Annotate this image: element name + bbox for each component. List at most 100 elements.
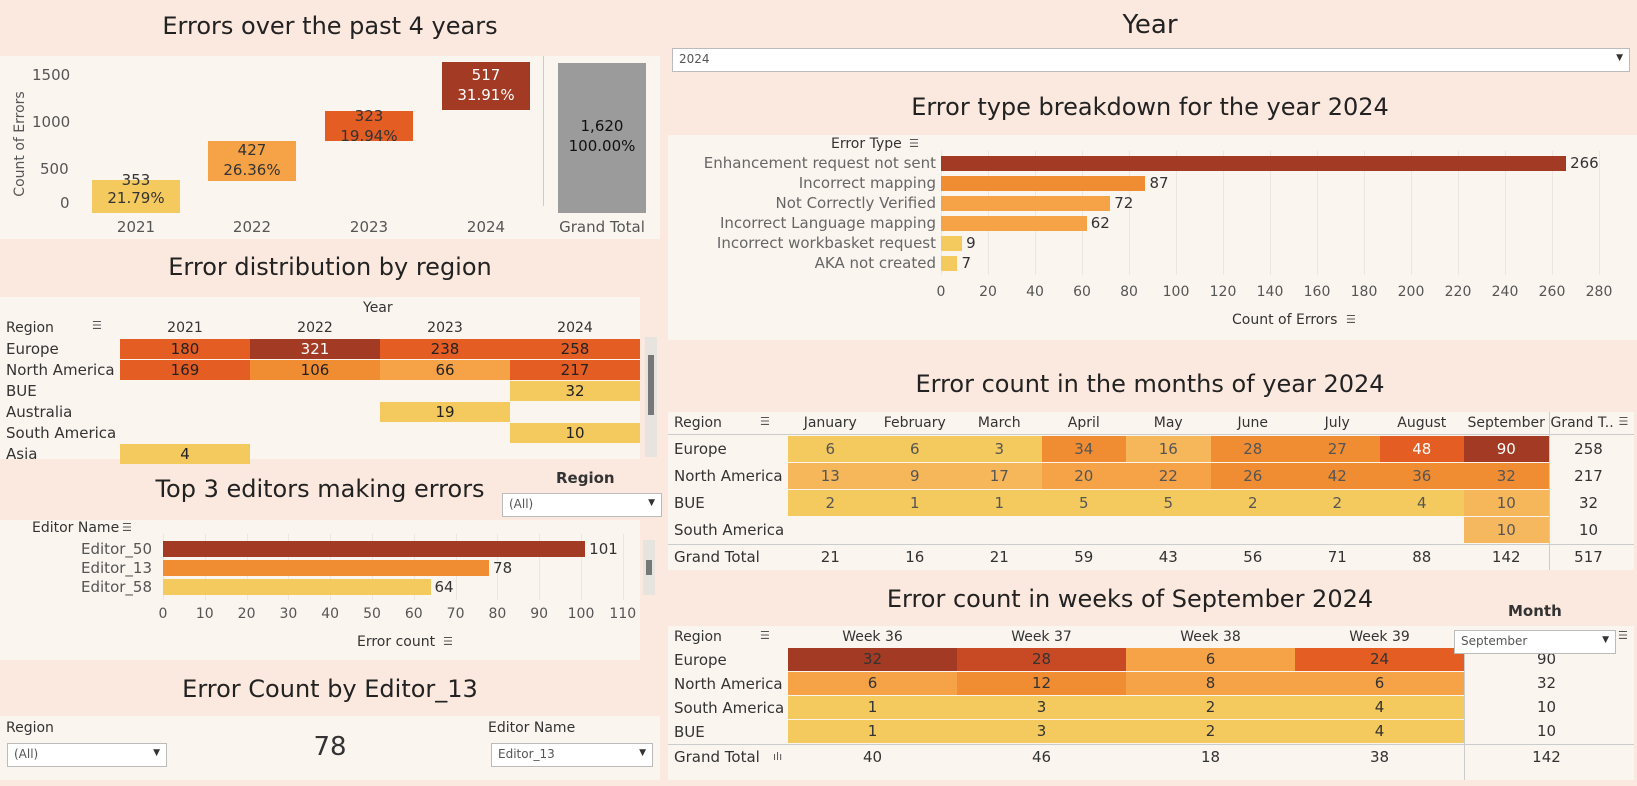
sort-icon[interactable]: ☰: [122, 521, 132, 534]
error-types-bar[interactable]: [941, 176, 1146, 191]
weekly-title: Error count in weeks of September 2024: [886, 585, 1374, 613]
monthly-cell[interactable]: 9: [872, 463, 957, 489]
bar-chart-icon[interactable]: ılı: [773, 750, 783, 763]
weekly-grand-cell: 40: [862, 748, 883, 766]
weekly-cell[interactable]: 24: [1295, 648, 1464, 671]
region-dist-cell[interactable]: 169: [120, 360, 250, 380]
weekly-cell[interactable]: 2: [1126, 696, 1295, 719]
editor-count-region-dropdown[interactable]: (All) ▼: [7, 743, 167, 767]
region-dist-year-header: Year: [363, 300, 393, 316]
monthly-cell[interactable]: 16: [1126, 436, 1211, 462]
monthly-cell[interactable]: 2: [788, 490, 873, 516]
error-types-gridline: [1176, 151, 1177, 275]
weekly-cell[interactable]: 1: [788, 696, 957, 719]
yearly-bar-2023[interactable]: [325, 111, 413, 141]
monthly-cell[interactable]: 1: [872, 490, 957, 516]
editor-count-editor-dropdown[interactable]: Editor_13 ▼: [491, 743, 653, 767]
sort-icon[interactable]: ☰: [1346, 313, 1356, 326]
monthly-cell[interactable]: 5: [1126, 490, 1211, 516]
top-editors-bar[interactable]: [163, 541, 586, 557]
year-filter-dropdown[interactable]: 2024 ▼: [672, 48, 1630, 72]
yearly-bar-2022[interactable]: [208, 141, 296, 181]
weekly-cell[interactable]: 32: [788, 648, 957, 671]
error-types-bar[interactable]: [941, 196, 1111, 211]
error-types-bar[interactable]: [941, 236, 963, 251]
weekly-cell[interactable]: 1: [788, 720, 957, 743]
top-editors-scrollbar[interactable]: [643, 540, 655, 595]
error-types-bar[interactable]: [941, 256, 958, 271]
sort-icon[interactable]: ☰: [1618, 629, 1628, 642]
weekly-cell[interactable]: 2: [1126, 720, 1295, 743]
top-editors-bar[interactable]: [163, 560, 490, 576]
yearly-bar-total[interactable]: [558, 63, 646, 213]
sort-icon[interactable]: ☰: [909, 137, 919, 150]
error-types-name: Incorrect workbasket request: [716, 234, 936, 252]
weekly-cell[interactable]: 6: [788, 672, 957, 695]
monthly-cell[interactable]: 27: [1295, 436, 1380, 462]
table-divider: [668, 744, 1634, 745]
weekly-cell[interactable]: 28: [957, 648, 1126, 671]
monthly-cell[interactable]: 2: [1210, 490, 1295, 516]
error-types-bar[interactable]: [941, 216, 1087, 231]
monthly-cell[interactable]: 4: [1379, 490, 1464, 516]
monthly-cell[interactable]: 28: [1210, 436, 1295, 462]
yearly-bar-2024[interactable]: [442, 62, 530, 110]
region-dist-scrollbar[interactable]: [645, 337, 657, 457]
error-types-gridline: [1599, 151, 1600, 275]
sort-icon[interactable]: ☰: [443, 635, 453, 648]
monthly-cell[interactable]: 42: [1295, 463, 1380, 489]
monthly-cell[interactable]: 6: [872, 436, 957, 462]
monthly-cell[interactable]: 17: [957, 463, 1042, 489]
weekly-cell[interactable]: 12: [957, 672, 1126, 695]
monthly-cell[interactable]: 32: [1464, 463, 1549, 489]
region-dist-cell[interactable]: 180: [120, 339, 250, 359]
weekly-row-label: Europe: [674, 651, 727, 669]
monthly-cell[interactable]: 2: [1295, 490, 1380, 516]
monthly-cell[interactable]: 5: [1041, 490, 1126, 516]
region-dist-cell[interactable]: 10: [510, 423, 640, 443]
monthly-cell[interactable]: 26: [1210, 463, 1295, 489]
monthly-cell[interactable]: 22: [1126, 463, 1211, 489]
weekly-col-header: Week 38: [1180, 629, 1241, 645]
weekly-cell[interactable]: 6: [1126, 648, 1295, 671]
region-dist-cell[interactable]: 217: [510, 360, 640, 380]
error-types-bar[interactable]: [941, 156, 1567, 171]
sort-icon[interactable]: ☰: [760, 629, 770, 642]
sort-icon[interactable]: ☰: [92, 319, 102, 332]
monthly-cell[interactable]: 90: [1464, 436, 1549, 462]
monthly-cell[interactable]: 13: [788, 463, 873, 489]
monthly-cell[interactable]: 1: [957, 490, 1042, 516]
region-dist-cell[interactable]: 258: [510, 339, 640, 359]
region-dist-cell[interactable]: 106: [250, 360, 380, 380]
yearly-bar-2021[interactable]: [92, 180, 180, 213]
region-dist-cell[interactable]: 4: [120, 444, 250, 464]
region-dist-cell[interactable]: 19: [380, 402, 510, 422]
weekly-row-label: BUE: [674, 723, 705, 741]
top-editors-bar[interactable]: [163, 579, 431, 595]
region-dist-cell[interactable]: 321: [250, 339, 380, 359]
month-filter-dropdown[interactable]: September ▼: [1454, 630, 1616, 654]
monthly-cell[interactable]: 6: [788, 436, 873, 462]
monthly-grand-cell: 56: [1243, 548, 1263, 566]
monthly-cell[interactable]: 34: [1041, 436, 1126, 462]
weekly-cell[interactable]: 3: [957, 696, 1126, 719]
monthly-cell[interactable]: 10: [1464, 490, 1549, 516]
region-dist-cell[interactable]: 32: [510, 381, 640, 401]
weekly-cell[interactable]: 8: [1126, 672, 1295, 695]
monthly-cell[interactable]: 10: [1464, 517, 1549, 543]
monthly-cell[interactable]: 3: [957, 436, 1042, 462]
region-filter-dropdown[interactable]: (All) ▼: [502, 493, 662, 517]
weekly-cell[interactable]: 4: [1295, 696, 1464, 719]
sort-icon[interactable]: ☰: [760, 415, 770, 428]
weekly-cell[interactable]: 3: [957, 720, 1126, 743]
sort-icon[interactable]: ☰: [1618, 415, 1629, 428]
monthly-cell[interactable]: 48: [1379, 436, 1464, 462]
weekly-cell[interactable]: 6: [1295, 672, 1464, 695]
error-types-tick: 280: [1585, 284, 1613, 300]
region-dist-cell[interactable]: 66: [380, 360, 510, 380]
monthly-cell[interactable]: 36: [1379, 463, 1464, 489]
weekly-cell[interactable]: 4: [1295, 720, 1464, 743]
region-dist-cell[interactable]: 238: [380, 339, 510, 359]
monthly-cell[interactable]: 20: [1041, 463, 1126, 489]
monthly-col-header: June: [1237, 415, 1269, 431]
